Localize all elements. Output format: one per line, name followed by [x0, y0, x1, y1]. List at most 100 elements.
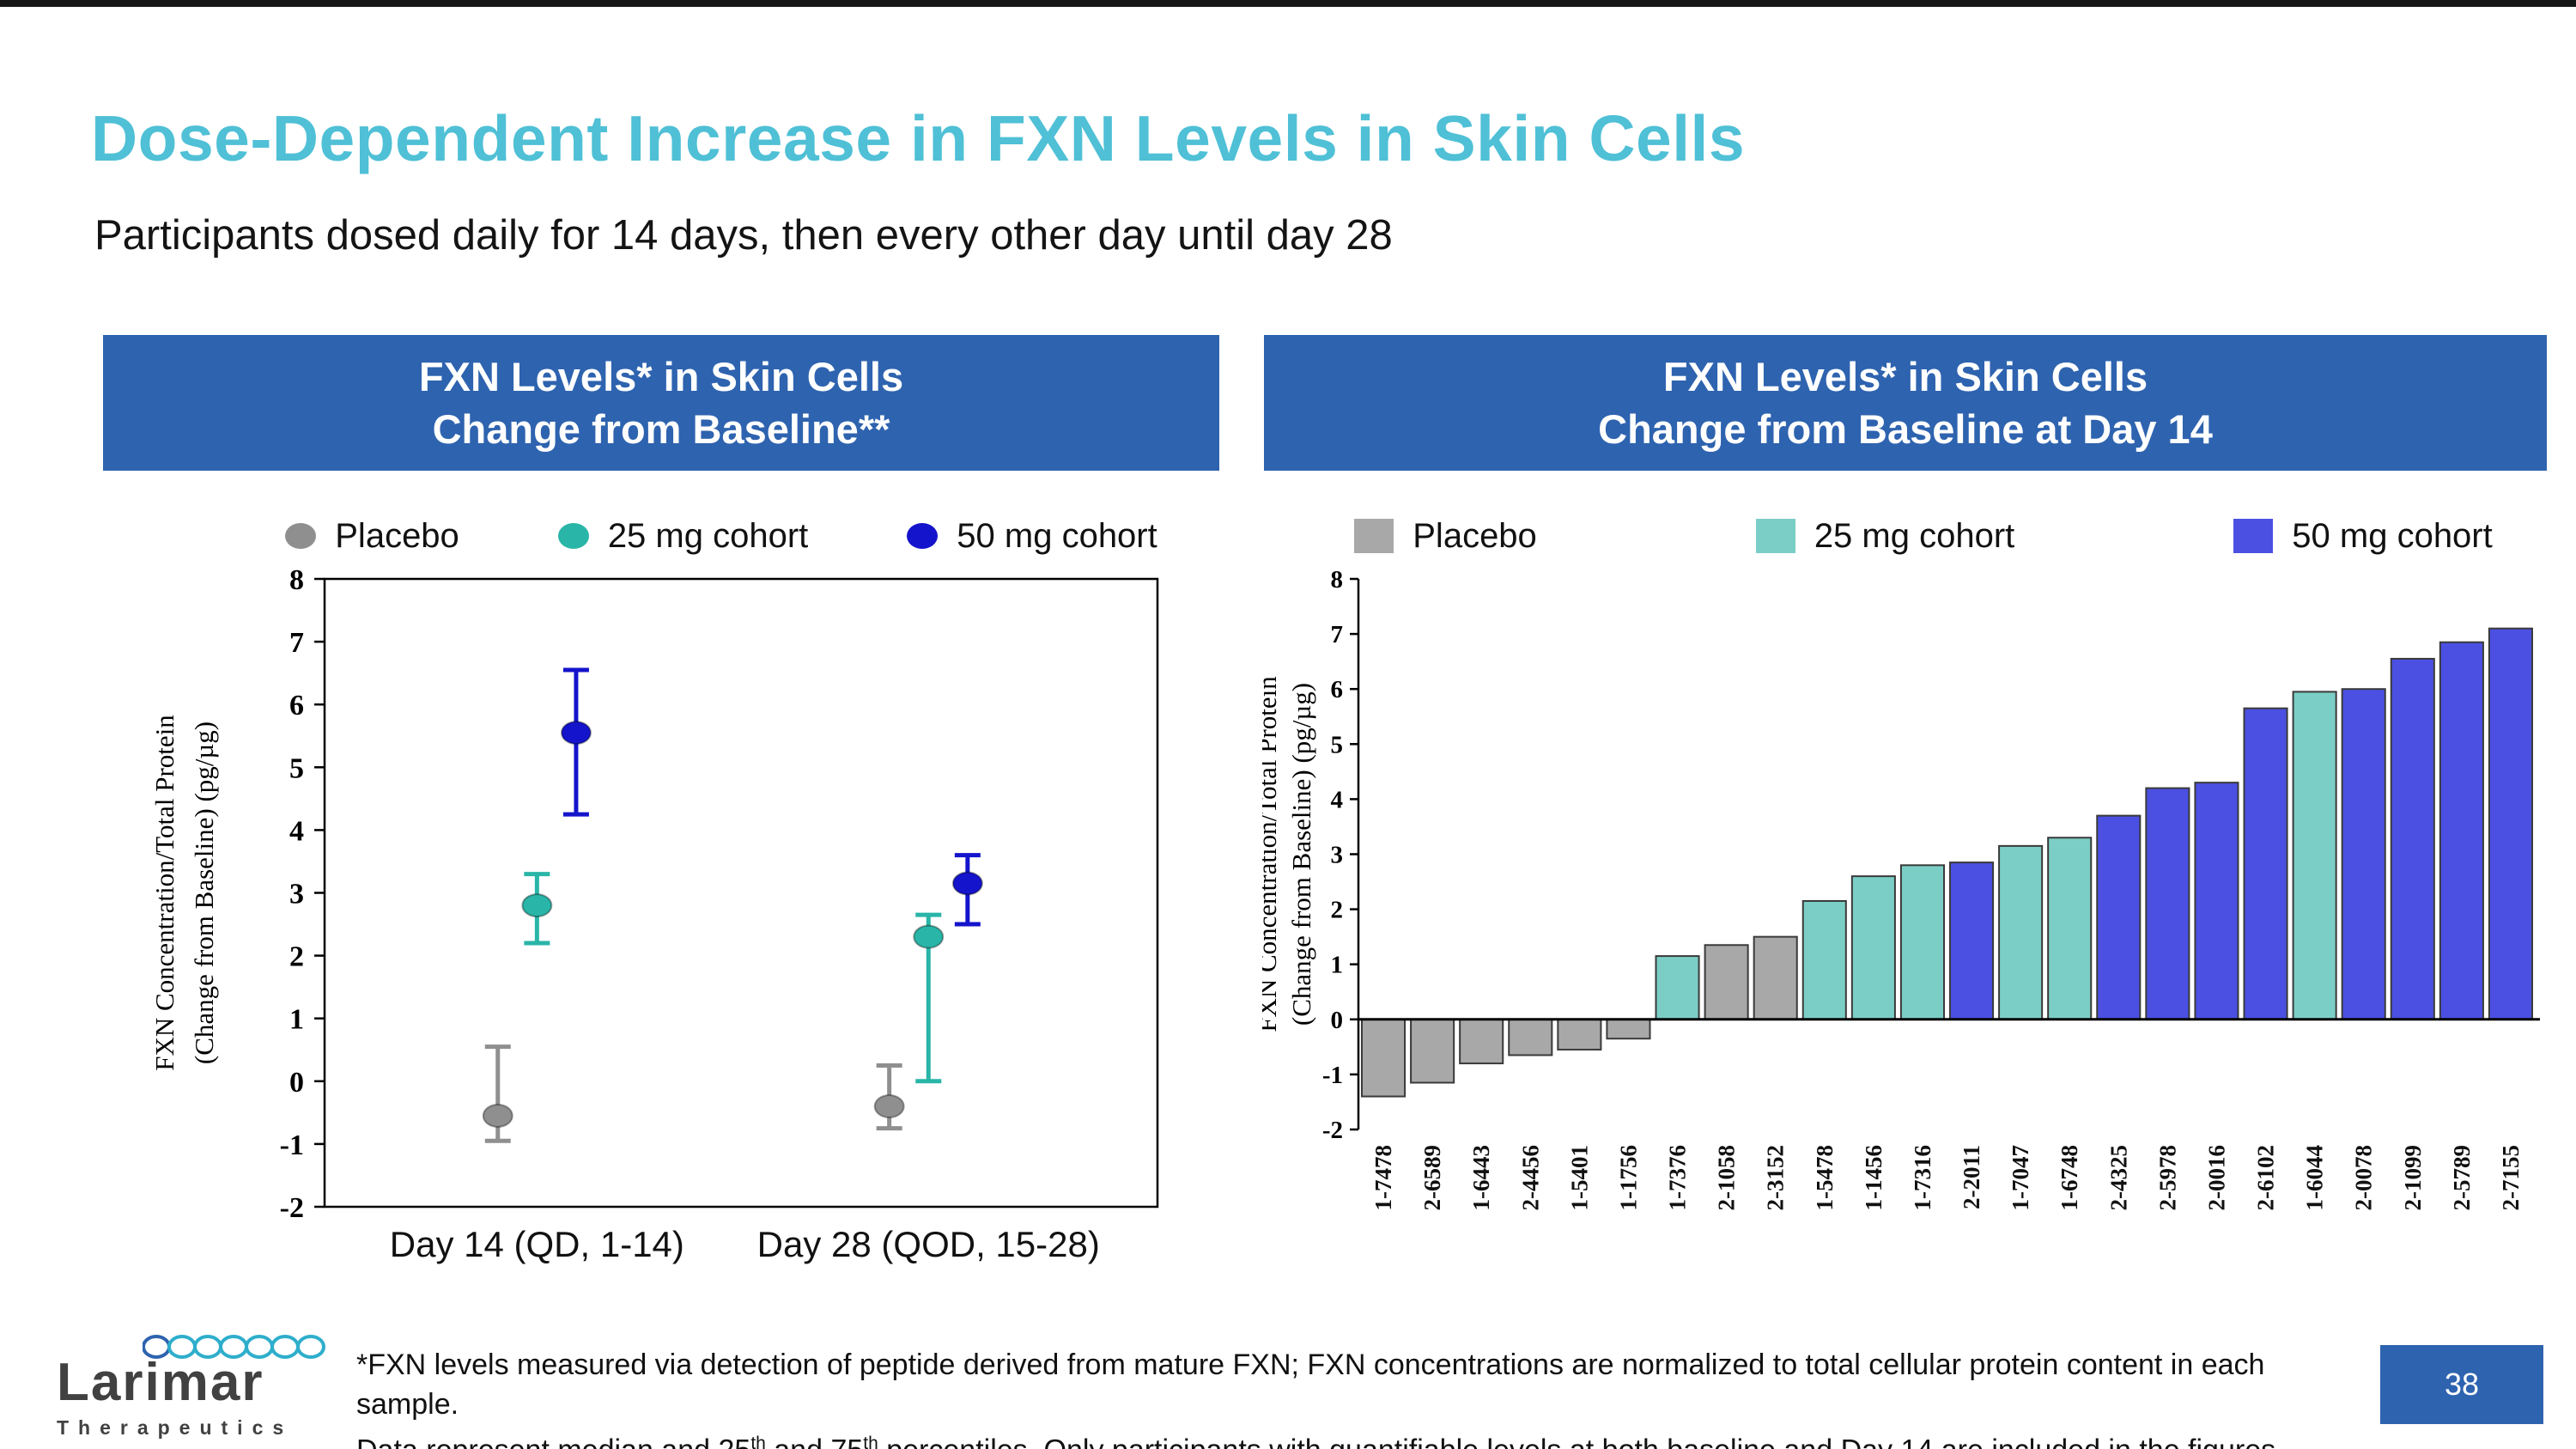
- svg-text:3: 3: [289, 879, 304, 910]
- left-panel-header: FXN Levels* in Skin Cells Change from Ba…: [103, 335, 1219, 471]
- footnote-sup-25th: th: [750, 1434, 766, 1449]
- svg-text:1-7047: 1-7047: [2008, 1145, 2033, 1211]
- left-chart-legend: Placebo 25 mg cohort 50 mg cohort: [103, 508, 1228, 563]
- svg-text:0: 0: [1331, 1007, 1344, 1034]
- svg-text:2-6102: 2-6102: [2253, 1145, 2279, 1211]
- svg-text:2-4325: 2-4325: [2105, 1145, 2131, 1211]
- svg-text:2-5789: 2-5789: [2449, 1145, 2475, 1211]
- svg-text:2-3152: 2-3152: [1763, 1145, 1789, 1211]
- svg-text:1-7478: 1-7478: [1370, 1145, 1396, 1211]
- svg-text:-2: -2: [280, 1192, 304, 1224]
- logo-wordmark: Larimar: [57, 1353, 264, 1412]
- left-panel-header-line2: Change from Baseline**: [432, 406, 890, 452]
- svg-text:6: 6: [289, 690, 304, 721]
- svg-text:1-6748: 1-6748: [2057, 1145, 2082, 1211]
- footnotes: *FXN levels measured via detection of pe…: [356, 1345, 2357, 1449]
- placebo-legend-square-icon: [1354, 519, 1394, 553]
- svg-text:2-4456: 2-4456: [1517, 1145, 1543, 1211]
- svg-text:0: 0: [289, 1067, 304, 1099]
- footnote-line2-text-c: percentiles. Only participants with quan…: [878, 1434, 2283, 1449]
- legend-item-25mg: 25 mg cohort: [557, 516, 809, 556]
- svg-text:2-6589: 2-6589: [1419, 1145, 1445, 1211]
- svg-text:8: 8: [1331, 566, 1344, 594]
- right-panel-header: FXN Levels* in Skin Cells Change from Ba…: [1264, 335, 2547, 471]
- svg-text:7: 7: [289, 627, 304, 659]
- svg-text:4: 4: [1331, 786, 1344, 813]
- legend-label-50mg: 50 mg cohort: [957, 516, 1157, 555]
- cohort25-legend-marker-icon: [557, 523, 589, 549]
- svg-text:4: 4: [289, 815, 304, 847]
- svg-text:2-5978: 2-5978: [2154, 1145, 2180, 1211]
- footnote-line2-text-a: Data represent median and 25: [356, 1434, 750, 1449]
- svg-text:1: 1: [289, 1004, 304, 1036]
- svg-text:-1: -1: [1322, 1062, 1343, 1089]
- svg-text:2-1058: 2-1058: [1714, 1145, 1740, 1211]
- svg-text:(Change from Baseline) (pg/µg): (Change from Baseline) (pg/µg): [189, 721, 219, 1064]
- svg-text:-1: -1: [280, 1129, 304, 1161]
- right-panel-header-line2: Change from Baseline at Day 14: [1598, 406, 2213, 452]
- svg-text:1-5401: 1-5401: [1566, 1145, 1592, 1211]
- larimar-logo: Larimar Therapeutics: [57, 1333, 349, 1440]
- footnote-line2-text-b: and 75: [766, 1434, 863, 1449]
- svg-text:7: 7: [1331, 621, 1344, 648]
- legend-item-25mg: 25 mg cohort: [1755, 516, 2015, 556]
- legend-item-50mg: 50 mg cohort: [2233, 516, 2493, 556]
- legend-label-placebo: Placebo: [335, 516, 459, 555]
- legend-item-50mg: 50 mg cohort: [907, 517, 1157, 556]
- svg-text:Day 28 (QOD, 15-28): Day 28 (QOD, 15-28): [757, 1224, 1100, 1264]
- legend-label-50mg: 50 mg cohort: [2292, 516, 2493, 555]
- logo-tagline: Therapeutics: [57, 1416, 294, 1439]
- slide-subtitle: Participants dosed daily for 14 days, th…: [94, 212, 1393, 259]
- svg-text:-2: -2: [1322, 1117, 1343, 1144]
- legend-label-placebo: Placebo: [1413, 516, 1537, 555]
- svg-text:2-0016: 2-0016: [2203, 1145, 2229, 1211]
- right-chart-legend: Placebo 25 mg cohort 50 mg cohort: [1262, 508, 2559, 563]
- svg-text:2: 2: [1331, 897, 1344, 924]
- svg-text:2: 2: [289, 941, 304, 973]
- svg-text:(Change from Baseline) (pg/µg): (Change from Baseline) (pg/µg): [1286, 683, 1316, 1026]
- svg-text:1-7376: 1-7376: [1665, 1145, 1691, 1211]
- footnote-line1: *FXN levels measured via detection of pe…: [356, 1349, 2265, 1421]
- cohort50-legend-marker-icon: [907, 523, 939, 549]
- slide-title: Dose-Dependent Increase in FXN Levels in…: [91, 102, 1746, 174]
- svg-text:2-1099: 2-1099: [2400, 1145, 2426, 1211]
- footnote-line2: Data represent median and 25th and 75th …: [356, 1424, 2357, 1449]
- svg-text:2-7155: 2-7155: [2498, 1145, 2524, 1211]
- top-strip: [0, 0, 2576, 7]
- svg-text:Day 14 (QD, 1-14): Day 14 (QD, 1-14): [390, 1224, 684, 1264]
- cohort25-legend-square-icon: [1755, 519, 1795, 553]
- page-number-box: 38: [2380, 1345, 2543, 1424]
- svg-text:8: 8: [289, 564, 304, 596]
- svg-text:1-1756: 1-1756: [1615, 1145, 1641, 1211]
- svg-text:FXN Concentration/Total Protei: FXN Concentration/Total Protein: [1262, 676, 1282, 1032]
- fxn-change-scatter-chart: 8 7 6 5 4 3 2 1 0 -1 -2 FXN Concentration/Total Pro…: [149, 564, 1159, 1264]
- right-panel-header-line1: FXN Levels* in Skin Cells: [1662, 354, 2148, 399]
- footnote-sup-75th: th: [863, 1434, 878, 1449]
- svg-text:1-7316: 1-7316: [1910, 1145, 1935, 1211]
- svg-text:5: 5: [1331, 731, 1344, 758]
- legend-item-placebo: Placebo: [1354, 517, 1537, 556]
- svg-text:1-6443: 1-6443: [1468, 1145, 1494, 1211]
- legend-label-25mg: 25 mg cohort: [607, 516, 809, 555]
- left-chart-panel: Placebo 25 mg cohort 50 mg cohort 8 7 6 5 4 3…: [103, 508, 1228, 1302]
- svg-text:6: 6: [1331, 676, 1344, 703]
- legend-label-25mg: 25 mg cohort: [1814, 516, 2015, 555]
- fxn-day14-waterfall-bar-chart: 8 7 6 5 4 3 2 1 0 -1 -2 FXN Concentration/Total Pro…: [1262, 566, 2540, 1211]
- svg-text:2-2011: 2-2011: [1959, 1145, 1984, 1209]
- page-number: 38: [2444, 1367, 2480, 1402]
- svg-text:1: 1: [1331, 952, 1344, 979]
- svg-text:1-1456: 1-1456: [1861, 1145, 1886, 1211]
- left-panel-header-line1: FXN Levels* in Skin Cells: [418, 354, 904, 399]
- placebo-legend-marker-icon: [285, 523, 317, 549]
- svg-text:1-5478: 1-5478: [1812, 1145, 1838, 1211]
- legend-item-placebo: Placebo: [285, 517, 459, 556]
- logo-helix-icon: [143, 1335, 325, 1359]
- right-chart-panel: Placebo 25 mg cohort 50 mg cohort 8 7 6 5 4 3…: [1262, 508, 2559, 1276]
- svg-text:FXN Concentration/Total Protei: FXN Concentration/Total Protein: [149, 715, 179, 1071]
- svg-text:1-6044: 1-6044: [2302, 1145, 2328, 1211]
- cohort50-legend-square-icon: [2233, 519, 2274, 553]
- svg-text:3: 3: [1331, 842, 1344, 869]
- svg-text:2-0078: 2-0078: [2351, 1145, 2377, 1211]
- svg-text:5: 5: [289, 752, 304, 784]
